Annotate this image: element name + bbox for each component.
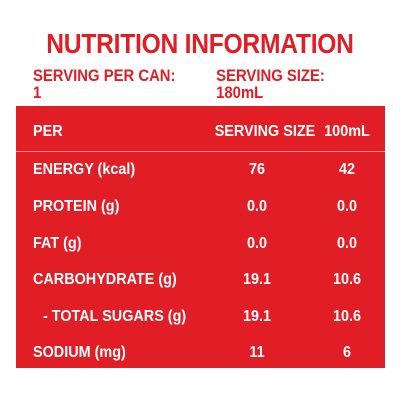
row-per100-value: 10.6 [332, 308, 362, 325]
header-per: PER [33, 123, 63, 140]
serving-size: SERVING SIZE: 180mL [216, 67, 326, 102]
row-label: - TOTAL SUGARS (g) [43, 308, 187, 325]
table-row: SODIUM (mg) 11 6 [16, 334, 385, 371]
page-title: NUTRITION INFORMATION [46, 28, 354, 59]
row-serving-value: 11 [249, 344, 265, 361]
row-per100-value: 6 [342, 344, 352, 361]
row-per100-value: 10.6 [332, 271, 362, 288]
row-serving-value: 0.0 [246, 198, 268, 215]
header-serving-size: SERVING SIZE [214, 123, 316, 140]
row-serving-value: 19.1 [242, 308, 272, 325]
table-header-row: PER SERVING SIZE 100mL [16, 113, 385, 150]
row-label: SODIUM (mg) [33, 344, 126, 361]
table-row: - TOTAL SUGARS (g) 19.1 10.6 [16, 298, 385, 335]
row-per100-value: 42 [338, 161, 356, 178]
row-per100-value: 0.0 [336, 198, 358, 215]
serving-per-can: SERVING PER CAN: 1 [33, 67, 176, 102]
row-serving-value: 76 [248, 161, 266, 178]
header-100ml: 100mL [324, 123, 370, 140]
serving-info: SERVING PER CAN: 1 SERVING SIZE: 180mL [33, 68, 371, 101]
table-row: PROTEIN (g) 0.0 0.0 [16, 188, 385, 225]
row-label: CARBOHYDRATE (g) [33, 271, 177, 288]
table-row: CARBOHYDRATE (g) 19.1 10.6 [16, 261, 385, 298]
row-label: ENERGY (kcal) [33, 161, 136, 178]
header-divider [16, 151, 385, 152]
row-label: FAT (g) [33, 235, 82, 252]
row-serving-value: 19.1 [242, 271, 272, 288]
table-row: FAT (g) 0.0 0.0 [16, 225, 385, 262]
row-label: PROTEIN (g) [33, 198, 120, 215]
row-serving-value: 0.0 [246, 235, 268, 252]
row-per100-value: 0.0 [336, 235, 358, 252]
nutrition-table: PER SERVING SIZE 100mL ENERGY (kcal) 76 … [16, 106, 385, 368]
table-row: ENERGY (kcal) 76 42 [16, 151, 385, 188]
